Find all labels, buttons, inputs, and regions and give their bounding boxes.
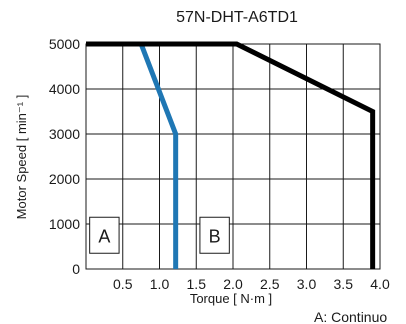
- x-axis-label: Torque [ N·m ]: [190, 291, 272, 306]
- region-label: A: [98, 226, 110, 246]
- x-tick-label: 3.0: [297, 276, 317, 292]
- region-box: [199, 216, 230, 254]
- region-label: B: [209, 226, 221, 246]
- x-tick-label: 2.5: [260, 276, 280, 292]
- y-tick-label: 4000: [49, 81, 80, 97]
- series-line-2: [86, 41, 376, 269]
- x-tick-label: 3.5: [334, 276, 354, 292]
- x-tick-label: 1.0: [150, 276, 170, 292]
- y-tick-label: 5000: [49, 36, 80, 52]
- y-tick-label: 2000: [49, 171, 80, 187]
- x-tick-label: 4.0: [370, 276, 390, 292]
- x-tick-label: 0.5: [113, 276, 133, 292]
- region-box: [89, 216, 120, 254]
- footnote: A: Continuo: [314, 309, 387, 324]
- series-layer: [86, 41, 376, 269]
- y-tick-label: 1000: [49, 216, 80, 232]
- y-axis-label: Motor Speed [ min⁻¹ ]: [14, 95, 29, 220]
- grid: [85, 43, 381, 270]
- chart-title: 57N-DHT-A6TD1: [176, 9, 298, 26]
- x-tick-label: 1.5: [187, 276, 207, 292]
- y-tick-label: 0: [72, 261, 80, 277]
- y-tick-label: 3000: [49, 126, 80, 142]
- x-tick-label: 2.0: [223, 276, 243, 292]
- tick-layer: 0.5 1.0 1.5 2.0 2.5 3.0 3.5 4.0 0 1000 2000 3000 400…: [49, 36, 390, 292]
